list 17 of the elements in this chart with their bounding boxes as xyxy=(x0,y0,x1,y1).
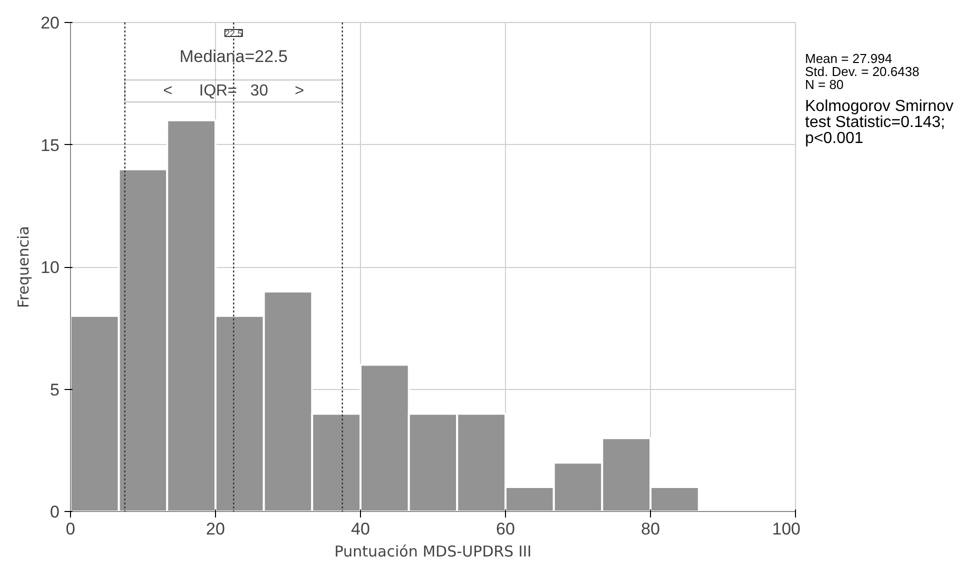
x-tick-label: 100 xyxy=(772,520,801,538)
text: Kolmogorov Smirnov test Statistic=0.143; p<0.001 xyxy=(805,98,954,147)
x-tick-label: 40 xyxy=(351,520,370,538)
x-axis-title: Puntuación MDS-UPDRS III xyxy=(334,542,532,560)
text: Mean = 27.994 Std. Dev. = 20.6438 N = 80 xyxy=(805,51,920,92)
x-tick-label: 80 xyxy=(641,520,660,538)
annotation: Mediana=22.5 xyxy=(180,47,288,66)
y-tick-label: 15 xyxy=(40,136,60,155)
x-tick-label: 0 xyxy=(66,520,76,538)
y-tick-label: 0 xyxy=(50,502,60,522)
y-tick-label: 20 xyxy=(40,14,60,32)
y-tick-label: 10 xyxy=(40,258,60,277)
x-tick-label: 20 xyxy=(206,520,225,538)
y-tick-label: 5 xyxy=(50,380,60,400)
x-tick-label: 60 xyxy=(496,520,515,538)
annotation: < IQR= 30 > xyxy=(163,82,304,100)
y-axis-title: Frequencia xyxy=(14,226,33,308)
